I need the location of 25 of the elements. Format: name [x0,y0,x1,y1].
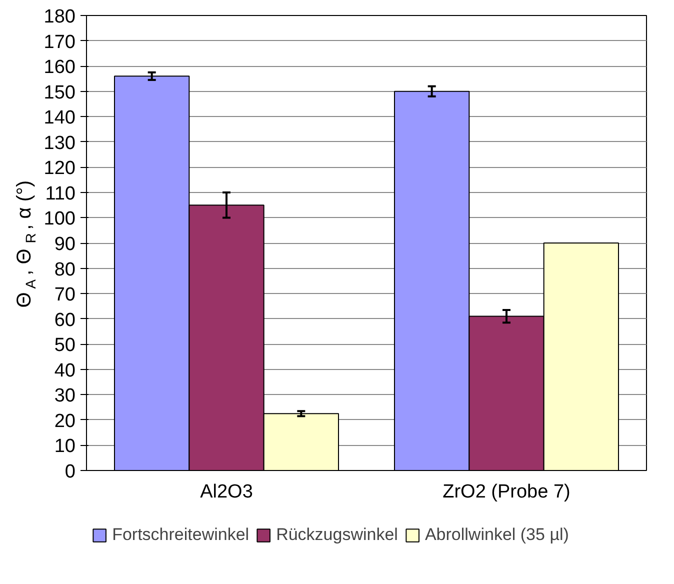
legend-label: Abrollwinkel (35 µl) [424,525,569,545]
y-tick-label: 50 [54,335,76,356]
legend-label: Rückzugswinkel [276,525,398,545]
y-tick-label: 10 [54,436,76,458]
y-tick-label: 100 [44,208,76,230]
y-tick-label: 30 [54,386,76,407]
y-tick-label: 70 [54,284,76,306]
y-axis-title: ΘA, ΘR, α (°) [14,180,38,308]
x-tick-label: ZrO2 (Probe 7) [442,482,570,502]
y-tick-label: 40 [54,360,76,382]
y-tick-label: 180 [44,6,76,28]
legend-label: Fortschreitewinkel [112,525,250,545]
y-tick-label: 160 [44,57,76,78]
y-tick-label: 80 [54,259,76,280]
y-tick-label: 130 [44,132,76,154]
y-tick-label: 20 [54,410,76,432]
y-tick-label: 0 [64,462,76,482]
y-tick-label: 140 [44,108,76,129]
x-tick-label: Al2O3 [200,482,253,502]
y-tick-label: 110 [45,183,76,204]
y-tick-label: 60 [54,310,76,331]
y-tick-label: 170 [44,32,76,53]
y-tick-label: 120 [44,158,76,180]
y-tick-label: 150 [44,82,76,104]
y-tick-label: 90 [54,234,76,255]
